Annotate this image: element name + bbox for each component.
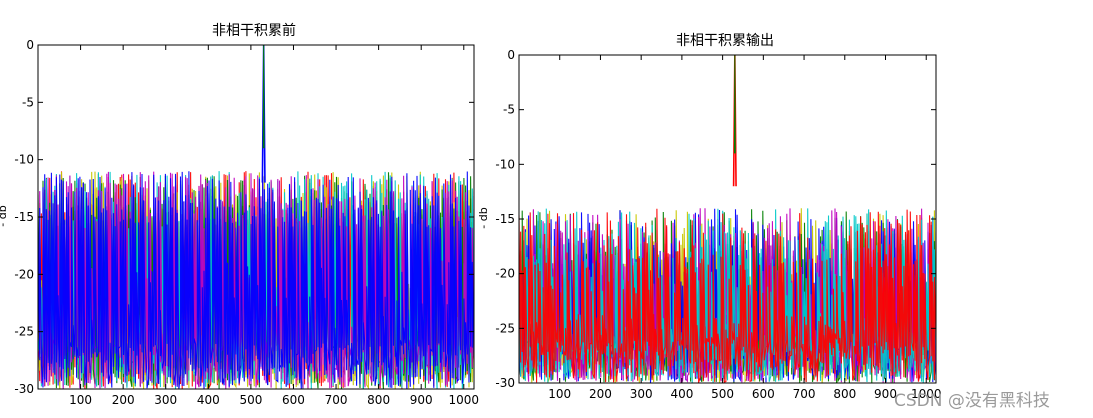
series-line	[519, 208, 936, 383]
y-tick-label: -5	[22, 95, 34, 109]
x-tick-label: 900	[874, 387, 897, 401]
chart-title: 非相干积累前	[212, 22, 296, 39]
x-tick-label: 800	[833, 387, 856, 401]
x-tick-label: 600	[752, 387, 775, 401]
y-tick-label: 0	[26, 38, 34, 52]
x-tick-label: 800	[367, 393, 390, 407]
y-tick-label: -10	[495, 157, 515, 171]
y-tick-label: -30	[14, 382, 34, 396]
chart-left: 非相干积累前 - db 0 -5 -10 -15 -20 -25 -30 100 200 300 4…	[0, 22, 479, 407]
chart-right: 非相干积累输出 - db 0 -5 -10 -15 -20 -25 -30 100 200 300…	[477, 33, 942, 401]
x-tick-label: 200	[112, 393, 135, 407]
x-tick-label: 1000	[449, 393, 480, 407]
y-tick-label: -20	[14, 267, 34, 281]
x-tick-label: 700	[325, 393, 348, 407]
peak-line	[262, 45, 265, 149]
y-tick-label: -30	[495, 376, 515, 390]
x-tick-label: 200	[589, 387, 612, 401]
data-layer	[519, 55, 936, 383]
y-tick-label: -10	[14, 153, 34, 167]
series-line	[38, 171, 474, 389]
x-tick-label: 500	[239, 393, 262, 407]
watermark: CSDN @没有黑科技	[894, 391, 1050, 411]
data-layer	[38, 45, 474, 389]
y-tick-label: -15	[14, 210, 34, 224]
x-tick-label: 700	[793, 387, 816, 401]
x-tick-label: 400	[670, 387, 693, 401]
x-tick-label: 100	[69, 393, 92, 407]
x-tick-label: 500	[711, 387, 734, 401]
x-tick-label: 300	[154, 393, 177, 407]
y-axis-label: - db	[0, 205, 9, 226]
y-tick-label: -25	[14, 325, 34, 339]
axes-frame	[518, 54, 937, 384]
x-tick-label: 300	[630, 387, 653, 401]
y-tick-label: -25	[495, 321, 515, 335]
y-axis-label: - db	[477, 207, 490, 228]
y-tick-label: -15	[495, 212, 515, 226]
axes-frame	[37, 44, 475, 390]
y-tick-label: -20	[495, 267, 515, 281]
y-tick-label: -5	[503, 103, 515, 117]
x-tick-label: 100	[548, 387, 571, 401]
y-tick-label: 0	[507, 48, 515, 62]
x-tick-label: 900	[410, 393, 433, 407]
x-tick-label: 1000	[911, 387, 942, 401]
chart-title: 非相干积累输出	[676, 33, 774, 49]
peak-line	[733, 55, 736, 154]
x-tick-label: 600	[282, 393, 305, 407]
x-tick-label: 400	[197, 393, 220, 407]
